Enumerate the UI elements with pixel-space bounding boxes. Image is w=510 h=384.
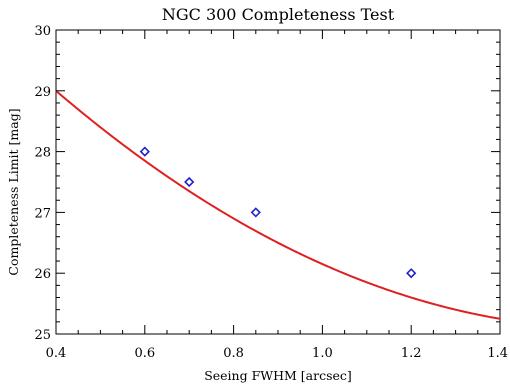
plot-frame (55, 29, 501, 335)
x-tick-label: 1.0 (312, 346, 333, 361)
y-tick-label: 28 (34, 146, 51, 161)
y-tick-label: 30 (34, 24, 51, 39)
axis-ticks (55, 29, 501, 335)
x-tick-label: 1.4 (487, 346, 508, 361)
x-tick-label: 0.4 (46, 346, 67, 361)
x-tick-label: 0.8 (223, 346, 244, 361)
x-tick-label: 0.6 (134, 346, 155, 361)
x-axis-label: Seeing FWHM [arcsec] (204, 368, 352, 383)
chart-title: NGC 300 Completeness Test (162, 5, 395, 24)
x-tick-label: 1.2 (401, 346, 422, 361)
plot-area (55, 29, 501, 335)
y-tick-label: 26 (34, 267, 51, 282)
data-point-marker (250, 207, 261, 218)
tick-labels: 0.4 0.6 0.8 1.0 1.2 1.4 25 26 27 28 29 30 (34, 24, 508, 361)
y-tick-label: 25 (34, 328, 51, 343)
y-tick-label: 29 (34, 85, 51, 100)
y-axis-label: Completeness Limit [mag] (6, 108, 21, 275)
data-point-marker (184, 176, 195, 188)
data-point-marker (406, 268, 417, 279)
y-tick-label: 27 (34, 206, 51, 221)
data-point-marker (139, 146, 150, 157)
fit-curve (55, 90, 501, 320)
